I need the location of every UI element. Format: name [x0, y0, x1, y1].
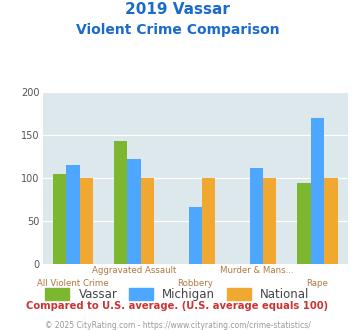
Bar	[114, 141, 127, 264]
Bar	[324, 178, 338, 264]
Text: Compared to U.S. average. (U.S. average equals 100): Compared to U.S. average. (U.S. average …	[26, 301, 329, 311]
Text: All Violent Crime: All Violent Crime	[37, 279, 109, 288]
Bar	[311, 118, 324, 264]
Bar	[189, 207, 202, 264]
Text: Robbery: Robbery	[177, 279, 213, 288]
Bar	[263, 178, 277, 264]
Bar	[127, 159, 141, 264]
Text: © 2025 CityRating.com - https://www.cityrating.com/crime-statistics/: © 2025 CityRating.com - https://www.city…	[45, 321, 310, 330]
Text: 2019 Vassar: 2019 Vassar	[125, 2, 230, 16]
Text: Murder & Mans...: Murder & Mans...	[219, 266, 293, 275]
Bar	[141, 178, 154, 264]
Bar	[80, 178, 93, 264]
Text: Violent Crime Comparison: Violent Crime Comparison	[76, 23, 279, 37]
Bar	[66, 165, 80, 264]
Bar	[297, 183, 311, 264]
Bar	[250, 168, 263, 264]
Bar	[53, 174, 66, 264]
Bar	[202, 178, 215, 264]
Legend: Vassar, Michigan, National: Vassar, Michigan, National	[45, 288, 310, 301]
Text: Aggravated Assault: Aggravated Assault	[92, 266, 176, 275]
Text: Rape: Rape	[306, 279, 328, 288]
